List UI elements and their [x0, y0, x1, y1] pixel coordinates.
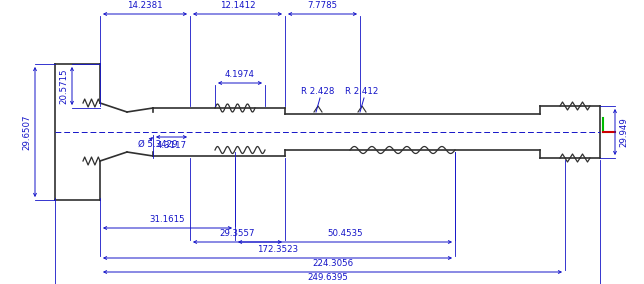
- Text: R 2.428: R 2.428: [301, 87, 335, 96]
- Text: Ø 5.3429: Ø 5.3429: [138, 139, 178, 149]
- Text: 4.1974: 4.1974: [225, 70, 255, 79]
- Text: 14.2381: 14.2381: [127, 1, 163, 10]
- Text: 249.6395: 249.6395: [307, 273, 348, 282]
- Text: 20.5715: 20.5715: [59, 68, 68, 104]
- Text: 29.3557: 29.3557: [220, 229, 255, 238]
- Text: 7.7785: 7.7785: [307, 1, 337, 10]
- Text: 50.4535: 50.4535: [327, 229, 363, 238]
- Text: 4.3117: 4.3117: [156, 141, 187, 150]
- Text: 172.3523: 172.3523: [257, 245, 298, 254]
- Text: 29.949: 29.949: [619, 117, 628, 147]
- Text: 29.6507: 29.6507: [22, 114, 31, 150]
- Text: 31.1615: 31.1615: [149, 215, 185, 224]
- Text: R 2.412: R 2.412: [345, 87, 379, 96]
- Text: 12.1412: 12.1412: [220, 1, 255, 10]
- Text: 224.3056: 224.3056: [312, 259, 353, 268]
